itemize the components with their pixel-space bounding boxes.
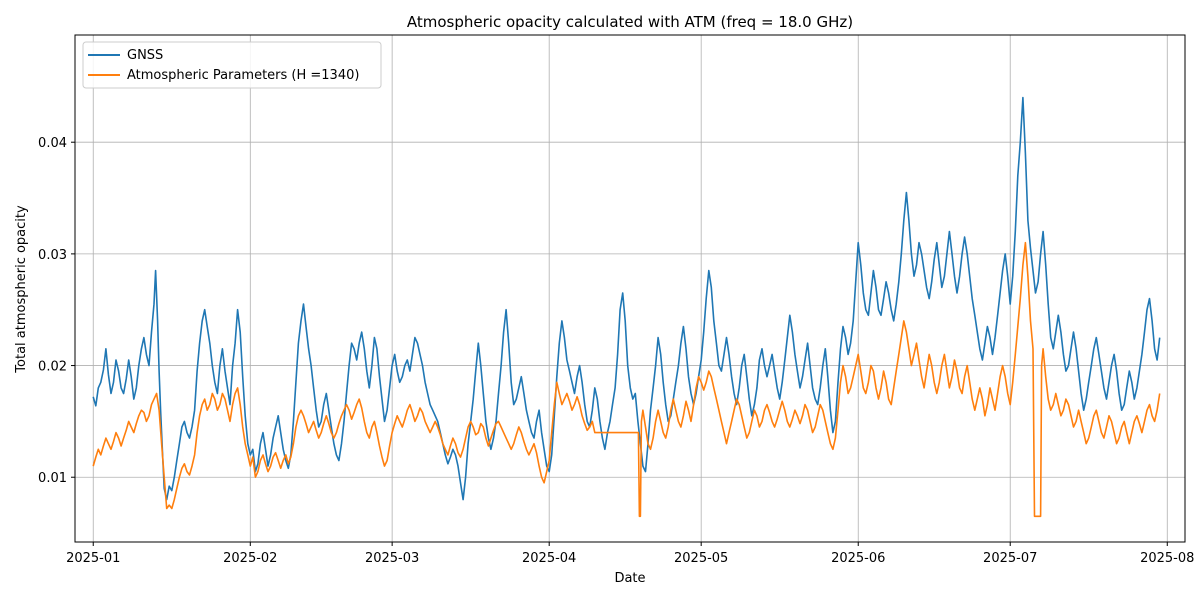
x-tick-label: 2025-01 bbox=[66, 551, 120, 566]
grid-layer bbox=[75, 35, 1185, 542]
series-line-atmospheric-parameters bbox=[92, 241, 1161, 518]
chart-title: Atmospheric opacity calculated with ATM … bbox=[407, 13, 853, 31]
y-tick-label: 0.04 bbox=[38, 136, 67, 151]
plot-frame bbox=[74, 34, 1186, 543]
legend: GNSS Atmospheric Parameters (H =1340) bbox=[82, 41, 382, 89]
y-tick-label: 0.02 bbox=[38, 360, 67, 375]
x-tick-label: 2025-03 bbox=[365, 551, 419, 566]
x-tick-label: 2025-06 bbox=[831, 551, 885, 566]
tick-layer: 2025-01 2025-02 2025-03 2025-04 2025-05 2025-… bbox=[38, 136, 1194, 566]
legend-label-gnss: GNSS bbox=[127, 48, 163, 63]
x-tick-label: 2025-08 bbox=[1140, 551, 1194, 566]
legend-label-atmospheric-parameters: Atmospheric Parameters (H =1340) bbox=[127, 68, 359, 83]
x-tick-label: 2025-04 bbox=[522, 551, 576, 566]
x-tick-label: 2025-05 bbox=[674, 551, 728, 566]
x-tick-label: 2025-07 bbox=[983, 551, 1037, 566]
series-line-gnss bbox=[92, 96, 1161, 501]
legend-box bbox=[82, 41, 382, 89]
y-tick-label: 0.03 bbox=[38, 248, 67, 263]
series-layer bbox=[92, 96, 1161, 518]
y-tick-label: 0.01 bbox=[38, 471, 67, 486]
y-axis-label: Total atmospheric opacity bbox=[14, 205, 29, 374]
x-tick-label: 2025-02 bbox=[223, 551, 277, 566]
x-axis-label: Date bbox=[614, 571, 645, 586]
